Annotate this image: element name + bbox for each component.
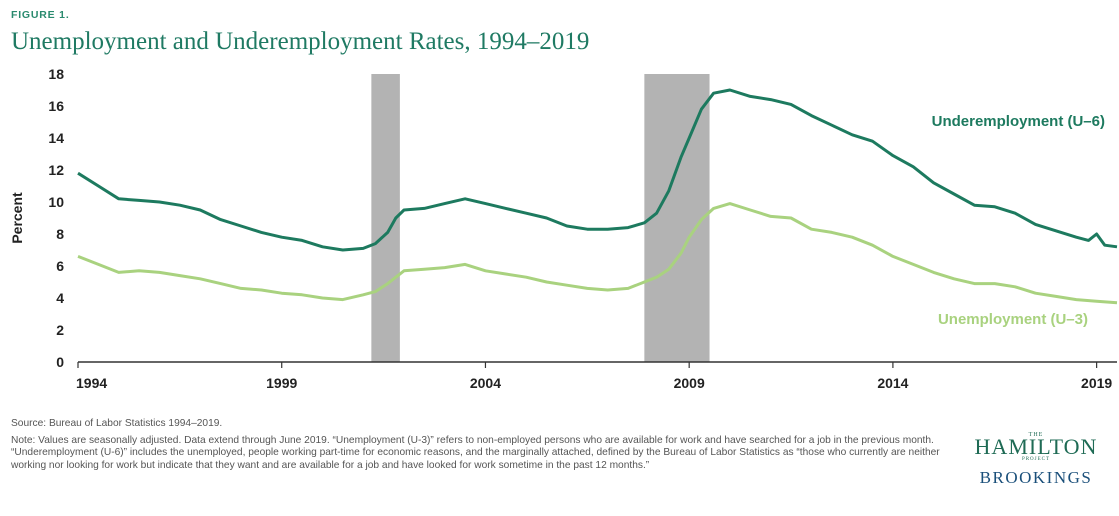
y-tick-label: 8	[56, 226, 64, 242]
recession-band-2	[644, 74, 710, 362]
x-tick-label: 2019	[1081, 375, 1112, 391]
series-lines	[77, 88, 1118, 305]
note-text: Note: Values are seasonally adjusted. Da…	[11, 434, 940, 471]
notes: Source: Bureau of Labor Statistics 1994–…	[11, 418, 946, 476]
line-chart: 0 2 4 6 8 10 12 14 16 18 1994 1999 2004 2009 2014 2019 P…	[9, 66, 1118, 391]
y-tick-label: 10	[48, 194, 64, 210]
x-tick-label: 1994	[76, 375, 107, 391]
figure-label: FIGURE 1.	[11, 9, 70, 21]
chart-title: Unemployment and Underemployment Rates, …	[11, 28, 590, 55]
x-tick-label: 2014	[877, 375, 908, 391]
recession-bands	[371, 74, 710, 362]
series-labels: Underemployment (U–6) Unemployment (U–3)	[932, 113, 1105, 328]
y-tick-label: 4	[56, 290, 64, 306]
y-tick-label: 12	[48, 162, 64, 178]
y-tick-label: 16	[48, 98, 64, 114]
x-tick-label: 1999	[266, 375, 297, 391]
x-tick-label: 2004	[470, 375, 501, 391]
y-tick-label: 6	[56, 258, 64, 274]
source-text: Source: Bureau of Labor Statistics 1994–…	[11, 418, 223, 429]
y-axis-label: Percent	[9, 192, 25, 244]
y-tick-label: 2	[56, 322, 64, 338]
logo-project: PROJECT	[1021, 457, 1051, 462]
logo-the: THE	[1028, 432, 1044, 438]
axes: 0 2 4 6 8 10 12 14 16 18 1994 1999 2004 2009 2014 2019 P…	[9, 66, 1117, 391]
series-label-unemployment: Unemployment (U–3)	[938, 311, 1088, 328]
y-tick-label: 18	[48, 66, 64, 82]
y-tick-label: 14	[48, 130, 64, 146]
logo-brookings: BROOKINGS	[979, 468, 1093, 487]
hamilton-brookings-logo: THE HAMILTON PROJECT BROOKINGS	[958, 432, 1114, 488]
series-label-underemployment: Underemployment (U–6)	[932, 113, 1105, 130]
series-line-underemployment	[77, 88, 1118, 252]
series-line-unemployment	[77, 202, 1118, 305]
logo-hamilton: HAMILTON	[974, 434, 1098, 459]
x-tick-label: 2009	[674, 375, 705, 391]
y-tick-label: 0	[56, 354, 64, 370]
